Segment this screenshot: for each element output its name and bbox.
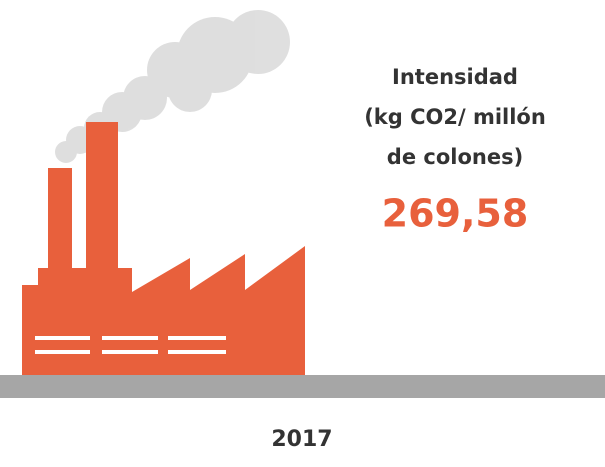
infographic: Intensidad (kg CO2/ millón de colones) 2… bbox=[0, 0, 605, 463]
label-line: Intensidad bbox=[392, 65, 518, 89]
value: 269,58 bbox=[382, 192, 529, 236]
page: Intensidad (kg CO2/ millón de colones) 2… bbox=[0, 0, 605, 463]
ground bbox=[0, 375, 605, 398]
label-line: de colones) bbox=[387, 145, 523, 169]
year: 2017 bbox=[271, 427, 332, 452]
label-line: (kg CO2/ millón bbox=[364, 105, 546, 129]
